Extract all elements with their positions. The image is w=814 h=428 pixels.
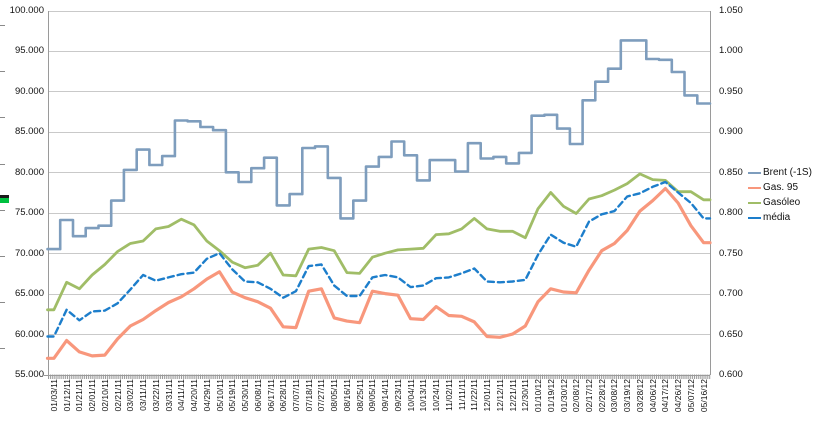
right-axis-tick-label: 0.750 — [719, 247, 743, 259]
left-axis-tick-label: 70.000 — [14, 247, 44, 259]
series-line-gas-leo — [46, 172, 712, 312]
legend-label-gasoleo: Gasóleo — [763, 197, 801, 208]
minor-tick — [0, 117, 5, 119]
right-axis-line — [710, 10, 711, 375]
legend-label-brent: Brent (-1S) — [763, 167, 812, 178]
legend-item-gas95: Gas. 95 — [748, 180, 812, 195]
right-axis-tick-label: 0.600 — [719, 369, 743, 380]
gasoleo-line-marker — [748, 201, 761, 204]
green-paste-artifact — [0, 195, 9, 203]
left-axis-tick-label: 95.000 — [14, 45, 44, 57]
gas95-line-marker — [748, 186, 761, 189]
h-gridline — [47, 50, 710, 52]
right-axis-tick-label: 0.900 — [719, 126, 743, 138]
left-axis-tick-label: 85.000 — [14, 126, 44, 138]
left-axis-line — [47, 10, 49, 375]
left-axis-tick-label: 100.000 — [9, 5, 44, 16]
series-line-brent-1s- — [46, 39, 712, 251]
right-axis-tick-label: 0.800 — [719, 207, 743, 219]
legend-item-brent: Brent (-1S) — [748, 165, 812, 180]
legend-item-media: média — [748, 210, 812, 225]
legend: Brent (-1S) Gas. 95 Gasóleo média — [748, 165, 812, 225]
right-axis-tick-label: 1.000 — [719, 45, 743, 57]
left-axis-tick-label: 65.000 — [14, 288, 44, 300]
h-gridline — [47, 172, 710, 174]
h-gridline — [47, 334, 710, 336]
minor-tick — [0, 71, 5, 73]
right-axis-tick-label: 0.850 — [719, 166, 743, 178]
left-axis-tick-label: 75.000 — [14, 207, 44, 219]
daily-tick-comb — [48, 374, 711, 379]
legend-label-media: média — [763, 212, 791, 223]
minor-tick — [0, 25, 5, 26]
series-line-gas-95 — [45, 186, 712, 360]
h-gridline — [47, 10, 710, 12]
right-axis-tick-label: 0.650 — [719, 328, 743, 340]
right-axis-tick-label: 1.050 — [719, 5, 743, 16]
h-gridline — [47, 293, 710, 295]
left-axis-tick-label: 90.000 — [14, 85, 44, 97]
h-gridline — [47, 253, 710, 255]
minor-tick — [0, 256, 5, 257]
minor-tick — [0, 209, 5, 211]
minor-tick — [0, 348, 5, 350]
media-line-marker — [748, 216, 761, 219]
series-line-m-dia — [46, 180, 712, 338]
right-axis-tick-label: 0.700 — [719, 288, 743, 300]
brent-line-marker — [748, 171, 761, 174]
left-axis-tick-label: 60.000 — [14, 328, 44, 340]
h-gridline — [47, 212, 710, 214]
left-axis-tick-label: 55.000 — [14, 369, 44, 380]
h-gridline — [47, 91, 710, 93]
h-gridline — [47, 131, 710, 133]
left-axis-tick-label: 80.000 — [14, 166, 44, 178]
legend-label-gas95: Gas. 95 — [763, 182, 799, 193]
legend-item-gasoleo: Gasóleo — [748, 195, 812, 210]
right-axis-tick-label: 0.950 — [719, 85, 743, 97]
minor-tick — [0, 163, 5, 165]
minor-tick — [0, 302, 5, 304]
